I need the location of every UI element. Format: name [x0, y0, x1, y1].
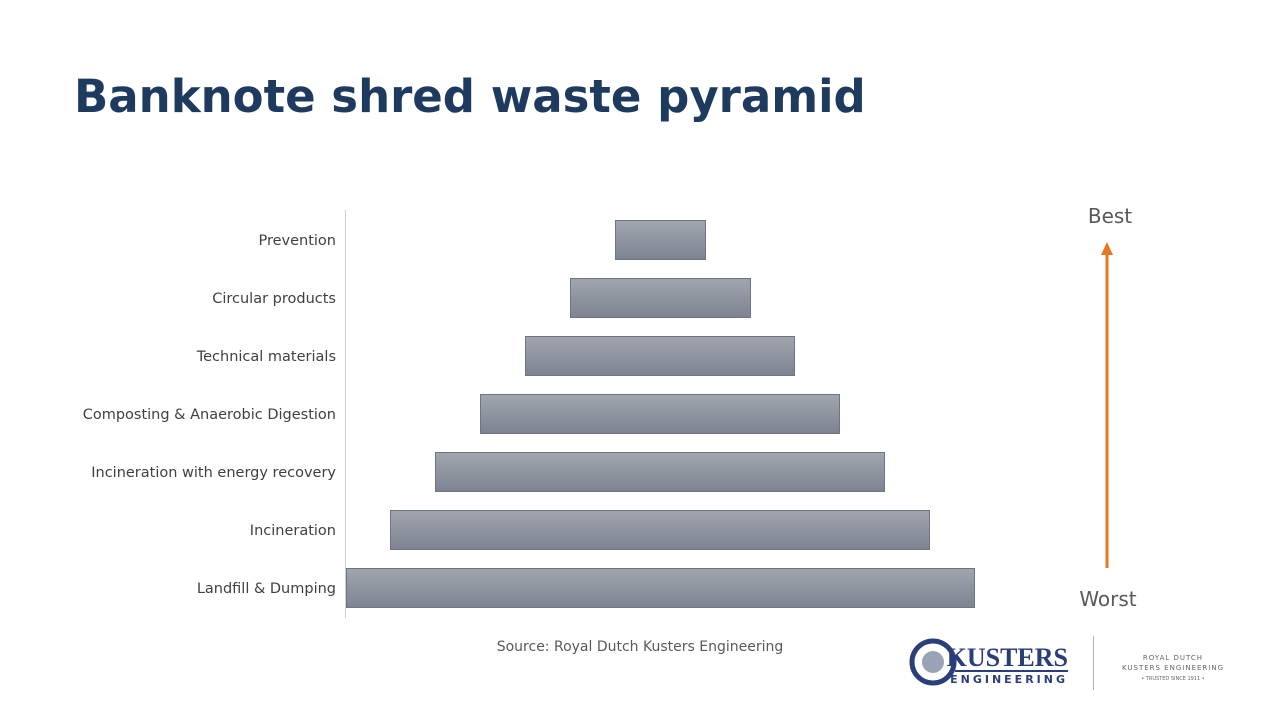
level-label: Incineration with energy recovery — [91, 465, 336, 481]
logo: KUSTERS ENGINEERING ROYAL DUTCH KUSTERS … — [909, 636, 1224, 690]
arrow-head — [1101, 242, 1113, 255]
logo-core — [922, 651, 944, 673]
level-label: Circular products — [212, 291, 336, 307]
level-label: Landfill & Dumping — [197, 581, 336, 597]
logo-royal: ROYAL DUTCH — [1143, 654, 1203, 662]
logo-sub: ENGINEERING — [950, 673, 1068, 686]
best-label: Best — [1088, 204, 1132, 228]
level-label: Prevention — [258, 233, 336, 249]
title: Banknote shred waste pyramid — [74, 70, 866, 123]
bar — [525, 336, 795, 376]
bar — [615, 220, 706, 260]
logo-royal-name: KUSTERS ENGINEERING — [1122, 664, 1224, 672]
logo-ring — [909, 638, 957, 686]
logo-tagline: • TRUSTED SINCE 1911 • — [1141, 676, 1204, 682]
source: Source: Royal Dutch Kusters Engineering — [497, 639, 784, 655]
bar — [390, 510, 930, 550]
logo-name: KUSTERS — [947, 643, 1068, 672]
level-label: Composting & Anaerobic Digestion — [83, 407, 336, 423]
pyramid-bars — [346, 220, 975, 608]
bar — [346, 568, 975, 608]
bar — [480, 394, 840, 434]
worst-label: Worst — [1079, 587, 1136, 611]
bar — [435, 452, 885, 492]
bar — [570, 278, 751, 318]
level-label: Technical materials — [196, 349, 336, 365]
level-label: Incineration — [250, 523, 336, 539]
